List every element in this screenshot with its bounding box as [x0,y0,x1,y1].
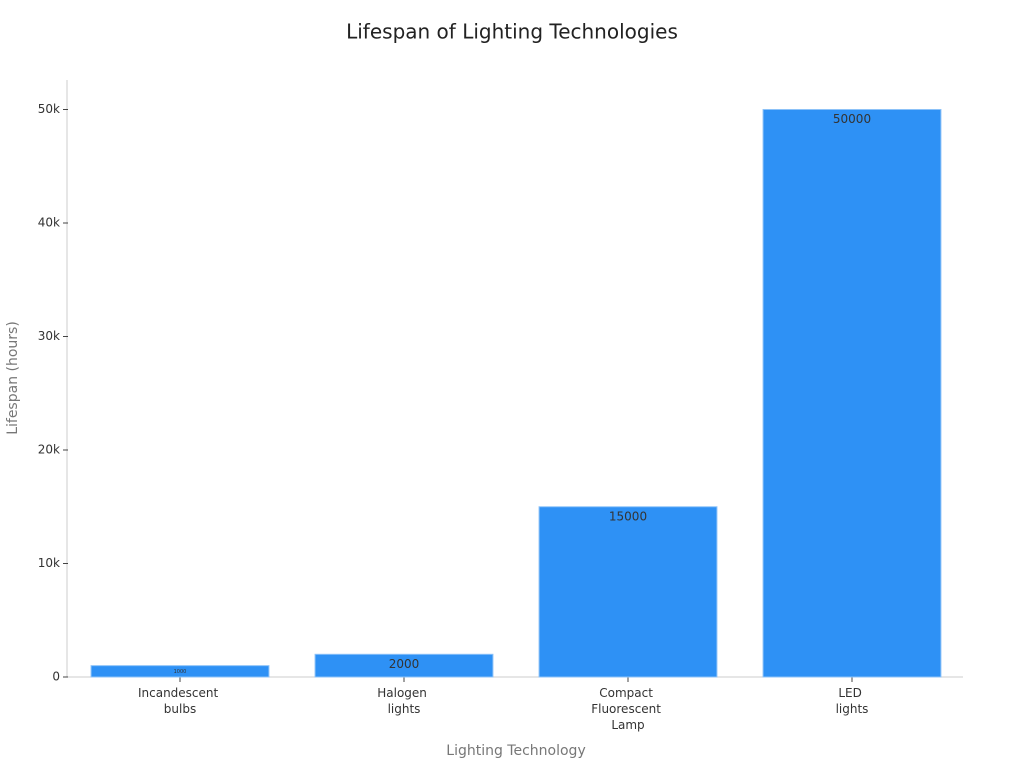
bar [90,665,270,678]
y-tick-label: 20k [38,443,60,457]
y-tick-label: 0 [52,670,60,684]
x-tick-label: Halogen lights [377,686,430,716]
bar [538,506,718,678]
bar [762,109,942,678]
x-tick-label: Compact Fluorescent Lamp [591,686,665,732]
x-tick-label: Incandescent bulbs [138,686,222,716]
data-label: 15000 [609,509,647,523]
chart-title: Lifespan of Lighting Technologies [346,20,678,44]
x-tick-label: LED lights [836,686,869,716]
y-tick-label: 10k [38,556,60,570]
bar [314,653,494,678]
data-label: 2000 [389,657,420,671]
data-label: 50000 [833,112,871,126]
y-tick-label: 50k [38,102,60,116]
y-tick-label: 40k [38,216,60,230]
x-axis-title: Lighting Technology [446,743,585,759]
y-axis-title: Lifespan (hours) [5,321,21,435]
data-label: 1000 [174,669,187,675]
y-tick-label: 30k [38,329,60,343]
